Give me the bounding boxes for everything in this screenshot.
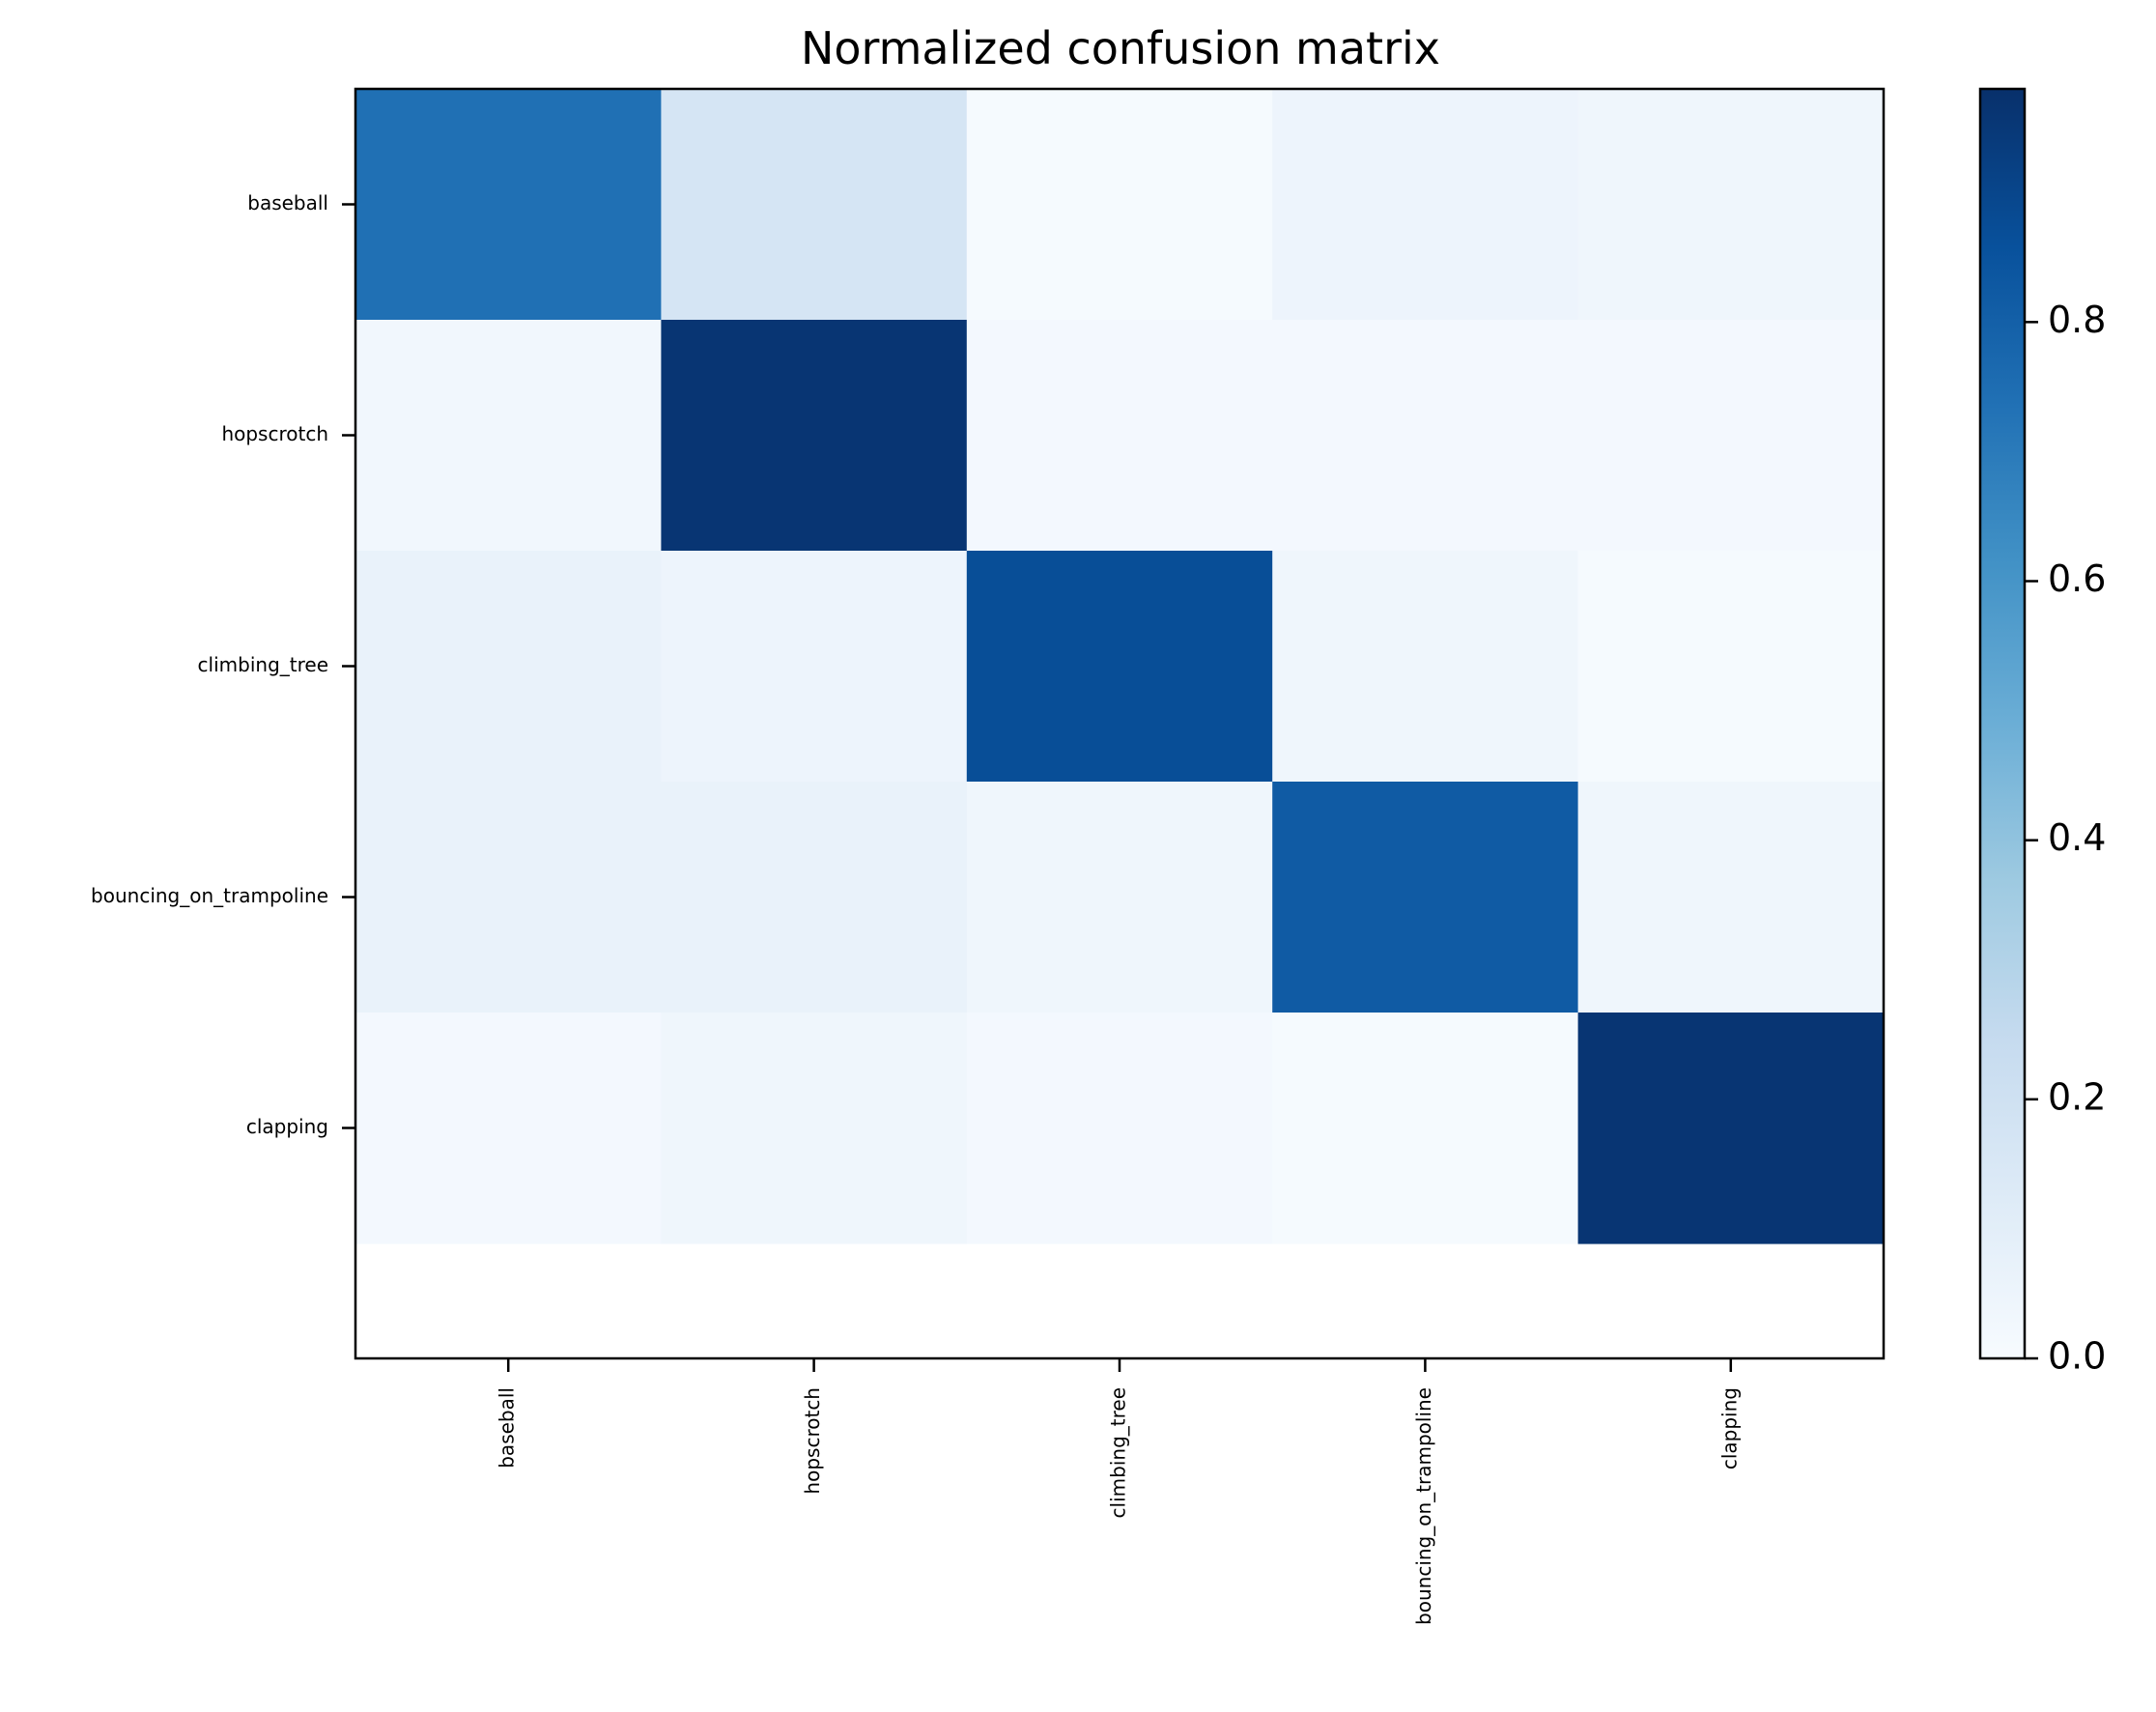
colorbar-ticks: 0.0 0.2 0.4 0.6 0.8 [2025, 299, 2106, 1378]
x-tick-label-0: baseball [496, 1387, 519, 1469]
heatmap-cell-r2-c3 [1272, 551, 1579, 783]
heatmap-cell-r1-c1 [661, 320, 968, 552]
heatmap-cell-r4-c1 [661, 1013, 968, 1244]
colorbar-tick-label-3: 0.6 [2048, 557, 2106, 600]
x-tick-label-1: hopscrotch [801, 1387, 824, 1495]
colorbar-tick-label-2: 0.4 [2048, 816, 2106, 859]
heatmap-cell-r0-c3 [1272, 89, 1579, 321]
heatmap-cell-r4-c0 [355, 1013, 662, 1244]
x-tick-label-4: clapping [1717, 1387, 1741, 1469]
y-tick-label-1: hopscrotch [221, 422, 328, 445]
heatmap-cell-r3-c0 [355, 782, 662, 1013]
x-axis-ticks: baseball hopscrotch climbing_tree bouncing_… [496, 1358, 1741, 1625]
heatmap-cell-r3-c1 [661, 782, 968, 1013]
heatmap-cell-r3-c4 [1577, 782, 1885, 1013]
heatmap-cells [355, 89, 1885, 1244]
y-tick-label-2: climbing_tree [198, 653, 328, 676]
colorbar [1980, 89, 2025, 1358]
heatmap-cell-r0-c2 [966, 89, 1273, 321]
heatmap-cell-r1-c3 [1272, 320, 1579, 552]
colorbar-tick-label-4: 0.8 [2048, 299, 2106, 341]
heatmap-cell-r3-c2 [966, 782, 1273, 1013]
heatmap-cell-r2-c4 [1577, 551, 1885, 783]
heatmap-cell-r2-c0 [355, 551, 662, 783]
heatmap-cell-r4-c3 [1272, 1013, 1579, 1244]
heatmap-cell-r1-c2 [966, 320, 1273, 552]
heatmap-cell-r4-c2 [966, 1013, 1273, 1244]
heatmap-cell-r0-c0 [355, 89, 662, 321]
heatmap-cell-r1-c0 [355, 320, 662, 552]
heatmap-cell-r2-c1 [661, 551, 968, 783]
heatmap-cell-r1-c4 [1577, 320, 1885, 552]
heatmap-cell-r3-c3 [1272, 782, 1579, 1013]
colorbar-tick-label-1: 0.2 [2048, 1075, 2106, 1118]
y-tick-label-4: clapping [246, 1115, 328, 1138]
y-tick-label-3: bouncing_on_trampoline [91, 884, 328, 907]
heatmap-cell-r0-c4 [1577, 89, 1885, 321]
heatmap-cell-r4-c4 [1577, 1013, 1885, 1244]
y-axis-ticks: baseball hopscrotch climbing_tree bouncing_… [91, 191, 355, 1138]
colorbar-frame [1978, 87, 2027, 1360]
x-tick-label-3: bouncing_on_trampoline [1412, 1387, 1435, 1625]
x-tick-label-2: climbing_tree [1107, 1387, 1130, 1518]
y-tick-label-0: baseball [247, 191, 328, 214]
heatmap-cell-r2-c2 [966, 551, 1273, 783]
heatmap-cell-r0-c1 [661, 89, 968, 321]
colorbar-tick-label-0: 0.0 [2048, 1335, 2106, 1378]
chart-title: Normalized confusion matrix [801, 22, 1440, 74]
